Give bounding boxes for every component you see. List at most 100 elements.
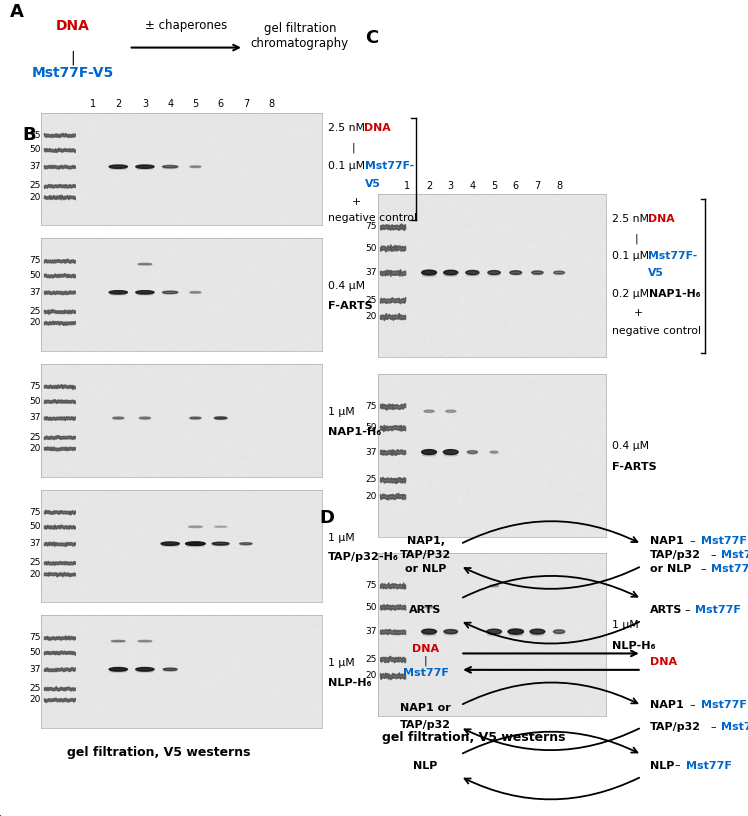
Text: V5: V5 bbox=[648, 268, 663, 278]
Ellipse shape bbox=[213, 545, 228, 546]
Ellipse shape bbox=[446, 410, 456, 412]
Text: ARTS: ARTS bbox=[650, 605, 682, 614]
Ellipse shape bbox=[136, 667, 154, 671]
Text: ARTS: ARTS bbox=[409, 605, 442, 614]
Ellipse shape bbox=[422, 450, 437, 455]
Ellipse shape bbox=[422, 629, 437, 634]
Text: NAP1,: NAP1, bbox=[407, 536, 444, 547]
Text: 0.4 μM: 0.4 μM bbox=[612, 441, 652, 450]
Text: 37: 37 bbox=[29, 162, 40, 171]
Text: TAP/p32: TAP/p32 bbox=[650, 722, 701, 732]
Text: |: | bbox=[70, 51, 75, 65]
Text: 6: 6 bbox=[512, 181, 519, 191]
Ellipse shape bbox=[423, 633, 436, 636]
Text: 37: 37 bbox=[29, 288, 40, 297]
Ellipse shape bbox=[163, 167, 177, 169]
Ellipse shape bbox=[188, 526, 203, 528]
Text: Mst77F-: Mst77F- bbox=[648, 251, 697, 261]
Text: 3: 3 bbox=[448, 181, 454, 191]
Ellipse shape bbox=[186, 542, 205, 545]
Text: NAP1 or: NAP1 or bbox=[400, 703, 451, 713]
Ellipse shape bbox=[113, 417, 124, 419]
Ellipse shape bbox=[488, 633, 500, 636]
Ellipse shape bbox=[444, 270, 458, 275]
Text: NAP1-H₆: NAP1-H₆ bbox=[328, 427, 381, 437]
Text: negative control: negative control bbox=[328, 213, 417, 223]
Text: V5: V5 bbox=[365, 179, 381, 188]
Text: 1 μM: 1 μM bbox=[328, 659, 358, 668]
Text: Mst77F: Mst77F bbox=[721, 550, 748, 560]
Text: 5: 5 bbox=[491, 181, 497, 191]
Text: 75: 75 bbox=[29, 508, 40, 517]
Text: 50: 50 bbox=[29, 648, 40, 657]
Text: 50: 50 bbox=[29, 397, 40, 406]
Text: 75: 75 bbox=[366, 401, 377, 411]
Text: Mst77F: Mst77F bbox=[721, 722, 748, 732]
Ellipse shape bbox=[239, 543, 252, 544]
Ellipse shape bbox=[530, 629, 545, 634]
Text: NAP1-H₆: NAP1-H₆ bbox=[649, 289, 701, 299]
Text: 1: 1 bbox=[405, 181, 411, 191]
Ellipse shape bbox=[111, 641, 126, 642]
Text: 2.5 nM: 2.5 nM bbox=[328, 123, 368, 133]
Text: TAP/p32-H₆: TAP/p32-H₆ bbox=[328, 552, 399, 562]
Text: NLP-H₆: NLP-H₆ bbox=[612, 641, 655, 651]
Text: 75: 75 bbox=[366, 581, 377, 591]
Text: 50: 50 bbox=[366, 423, 377, 432]
Text: 50: 50 bbox=[29, 145, 40, 154]
Ellipse shape bbox=[554, 633, 564, 635]
Ellipse shape bbox=[136, 165, 154, 168]
Ellipse shape bbox=[468, 453, 477, 455]
Text: A: A bbox=[10, 3, 24, 21]
Text: 37: 37 bbox=[366, 627, 377, 636]
Text: negative control: negative control bbox=[612, 326, 701, 336]
Text: +: + bbox=[352, 197, 361, 206]
Ellipse shape bbox=[139, 417, 150, 419]
Text: 20: 20 bbox=[366, 312, 377, 322]
Ellipse shape bbox=[215, 417, 227, 419]
Ellipse shape bbox=[554, 271, 565, 274]
Text: or NLP: or NLP bbox=[650, 564, 691, 574]
Text: gel filtration
chromatography: gel filtration chromatography bbox=[251, 22, 349, 51]
Text: 37: 37 bbox=[29, 414, 40, 423]
Ellipse shape bbox=[215, 526, 227, 527]
Text: 7: 7 bbox=[534, 181, 541, 191]
Text: B: B bbox=[22, 126, 36, 144]
Text: –: – bbox=[674, 761, 680, 770]
Text: |: | bbox=[424, 655, 427, 666]
Text: DNA: DNA bbox=[648, 214, 675, 224]
Text: 25: 25 bbox=[366, 475, 377, 485]
Text: |: | bbox=[352, 143, 355, 153]
Text: 4: 4 bbox=[167, 100, 174, 109]
Text: 37: 37 bbox=[366, 447, 377, 457]
Text: 0.1 μM: 0.1 μM bbox=[328, 161, 368, 171]
Ellipse shape bbox=[110, 671, 126, 672]
Ellipse shape bbox=[109, 667, 127, 671]
Ellipse shape bbox=[137, 168, 153, 170]
Text: gel filtration, V5 westerns: gel filtration, V5 westerns bbox=[381, 731, 565, 744]
Text: 25: 25 bbox=[29, 558, 40, 567]
Text: –: – bbox=[690, 536, 696, 547]
Ellipse shape bbox=[533, 274, 542, 275]
Ellipse shape bbox=[468, 450, 477, 454]
Text: DNA: DNA bbox=[364, 123, 390, 133]
Text: NAP1: NAP1 bbox=[650, 536, 684, 547]
Text: 8: 8 bbox=[556, 181, 562, 191]
Ellipse shape bbox=[190, 166, 201, 167]
Text: TAP/P32: TAP/P32 bbox=[400, 550, 451, 560]
Ellipse shape bbox=[510, 271, 521, 274]
Ellipse shape bbox=[109, 290, 127, 294]
Ellipse shape bbox=[190, 417, 201, 419]
Ellipse shape bbox=[163, 293, 177, 295]
Ellipse shape bbox=[190, 291, 201, 293]
Ellipse shape bbox=[138, 264, 152, 265]
Ellipse shape bbox=[137, 294, 153, 295]
Text: 37: 37 bbox=[29, 539, 40, 548]
Ellipse shape bbox=[444, 274, 457, 276]
Ellipse shape bbox=[509, 634, 523, 636]
Text: 2: 2 bbox=[426, 181, 432, 191]
Text: Mst77F: Mst77F bbox=[402, 667, 449, 677]
Text: –: – bbox=[690, 700, 696, 711]
Ellipse shape bbox=[161, 542, 180, 545]
Ellipse shape bbox=[422, 270, 437, 275]
